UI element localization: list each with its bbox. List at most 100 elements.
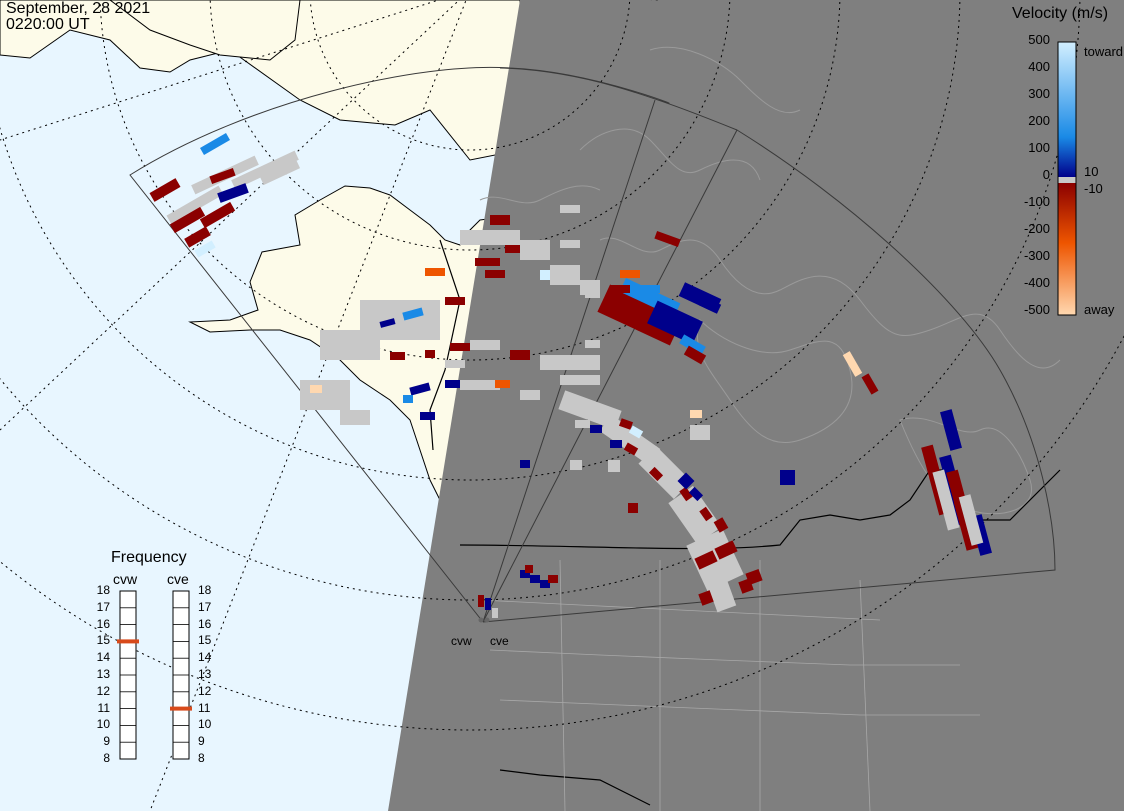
frequency-tick-label: 16 [96, 616, 110, 631]
scatter-cell [445, 297, 465, 305]
scatter-cell [745, 568, 763, 586]
frequency-tick-label: 9 [198, 734, 205, 749]
frequency-tick-label: 18 [96, 583, 110, 597]
frequency-tick-label: 12 [198, 683, 212, 698]
scatter-cell [445, 360, 465, 368]
scatter-cell [259, 159, 301, 186]
colorbar-toward-high [1058, 42, 1076, 137]
scatter-cell [560, 375, 600, 385]
scatter-cell [648, 466, 664, 482]
velocity-colorbar [1057, 41, 1077, 316]
time-label: 0220:00 UT [6, 16, 90, 33]
scatter-cell [620, 270, 640, 278]
scatter-cell [149, 178, 181, 202]
scatter-cell [597, 284, 683, 346]
site-cvw-marker [478, 617, 484, 623]
colorbar-away-high [1058, 243, 1076, 315]
scatter-cell [780, 470, 795, 485]
site-cve-marker [484, 617, 490, 623]
scatter-cell [425, 268, 445, 276]
scatter-cell [209, 167, 236, 185]
frequency-tick-label: 15 [96, 633, 110, 648]
scatter-cell [958, 494, 984, 546]
scatter-cell [450, 343, 470, 351]
scatter-cell [640, 285, 660, 293]
frequency-tick-label: 11 [97, 700, 110, 715]
scatter-cell [610, 440, 622, 448]
scatter-cell [628, 425, 644, 439]
colorbar-toward-low [1058, 137, 1076, 177]
scatter-cell [492, 608, 498, 618]
scatter-cell [520, 390, 540, 400]
scatter-cell [184, 226, 211, 248]
frequency-tick-label: 18 [198, 583, 212, 597]
frequency-tick-label: 12 [96, 683, 110, 698]
scatter-cell [470, 340, 500, 350]
scatter-cell [340, 410, 370, 425]
borders [429, 239, 1061, 806]
scatter-cell [199, 201, 236, 229]
scatter-cell [690, 425, 710, 440]
frequency-tick-label: 8 [198, 751, 205, 765]
scatter-cell [520, 240, 550, 260]
scatter-cell [698, 296, 722, 314]
scatter-cell [485, 270, 505, 278]
scatter-cell [623, 442, 639, 456]
scatter-cell [166, 185, 224, 225]
scatter-cell [425, 350, 435, 358]
scatter-cell [300, 380, 350, 410]
scatter-cell [575, 420, 590, 428]
scatter-cell [698, 590, 714, 606]
positive-threshold-label: 10 [1084, 164, 1099, 179]
frequency-tick-label: 13 [96, 667, 110, 681]
scatter-cell [548, 575, 558, 583]
scatter-cell [409, 382, 431, 396]
night-terminator [388, 0, 1124, 811]
colorbar-away-low [1058, 183, 1076, 243]
scatter-cell [540, 355, 600, 370]
frequency-title: Frequency [111, 549, 187, 566]
frequency-tick-label: 8 [103, 751, 110, 765]
scatter-cell [525, 565, 533, 573]
scatter-cell [647, 300, 703, 345]
negative-threshold-label: -10 [1084, 181, 1103, 196]
scatter-cell [530, 575, 540, 583]
site-label-cvw: cvw [451, 634, 472, 648]
scatter-cell [390, 352, 405, 360]
scatter-cell [861, 373, 879, 395]
scatter-cell [200, 133, 230, 155]
scatter-cell [540, 580, 550, 588]
frequency-tick-label: 17 [96, 599, 110, 614]
scatter-cell [169, 206, 206, 234]
velocity-tick: -300 [1023, 248, 1050, 263]
scatter-cell [585, 290, 600, 298]
scatter-cell [320, 330, 380, 360]
radar-sites [478, 617, 490, 623]
velocity-tick: 0 [1042, 167, 1050, 182]
velocity-scale-title: Velocity (m/s) [1012, 5, 1109, 22]
scatter-cell [505, 245, 525, 253]
scatter-cell [495, 380, 510, 388]
velocity-tick: 200 [1028, 113, 1050, 128]
scatter-cell [478, 595, 484, 607]
frequency-bars [117, 590, 192, 760]
frequency-tick-label: 10 [198, 717, 212, 732]
velocity-tick: 500 [1028, 32, 1050, 47]
colorbar-frame [1057, 41, 1077, 316]
scatter-cell [638, 445, 692, 500]
velocity-tick: 100 [1028, 140, 1050, 155]
scatter-cell [403, 395, 413, 403]
scatter-cell [932, 469, 960, 531]
scatter-cell [699, 506, 713, 522]
scatter-cell [668, 485, 722, 545]
scatter-cells [149, 133, 992, 618]
scatter-cell [842, 351, 863, 377]
toward-label: toward [1084, 44, 1124, 59]
scatter-cell [217, 183, 249, 203]
scatter-cell [560, 240, 580, 248]
frequency-tick-label: 14 [96, 650, 110, 665]
scatter-cell [460, 230, 520, 245]
